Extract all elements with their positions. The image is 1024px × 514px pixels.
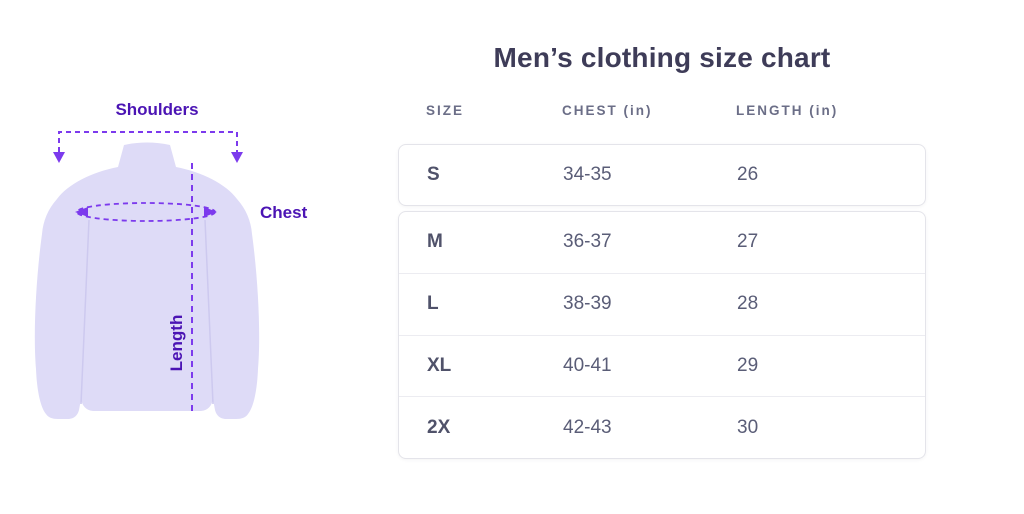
- length-cell: 28: [737, 293, 759, 315]
- chest-arrowhead-right: [204, 207, 217, 217]
- page-title: Men’s clothing size chart: [493, 42, 831, 73]
- table-row: 2X 42-43 30: [399, 396, 925, 458]
- column-header-chest: CHEST (in): [562, 102, 653, 118]
- size-cell: 2X: [427, 416, 451, 438]
- chest-arrowhead-left: [75, 207, 88, 217]
- shirt-illustration: [34, 131, 260, 419]
- chest-cell: 40-41: [563, 354, 612, 376]
- shoulders-arrowhead-right: [231, 152, 243, 163]
- length-label: Length: [167, 314, 186, 372]
- table-row: S 34-35 26: [399, 164, 925, 186]
- shoulders-label: Shoulders: [115, 100, 199, 119]
- column-header-length: LENGTH (in): [736, 102, 839, 118]
- sleeve-seam-left: [80, 219, 90, 405]
- chest-label: Chest: [260, 203, 308, 222]
- size-cell: XL: [427, 354, 452, 376]
- chest-cell: 38-39: [563, 293, 612, 315]
- chest-cell: 42-43: [563, 416, 612, 438]
- size-cell: L: [427, 293, 439, 315]
- chest-cell: 36-37: [563, 231, 612, 253]
- length-cell: 30: [737, 416, 759, 438]
- length-cell: 29: [737, 354, 759, 376]
- chest-cell: 34-35: [563, 164, 612, 185]
- table-row: M 36-37 27: [399, 212, 925, 273]
- shoulders-arrowhead-left: [53, 152, 65, 163]
- column-header-size: SIZE: [426, 102, 465, 118]
- shoulders-dashed-bracket: [58, 131, 238, 152]
- table-row-s-card: S 34-35 26: [398, 144, 926, 206]
- table-row: L 38-39 28: [399, 272, 925, 335]
- length-cell: 26: [737, 164, 759, 185]
- shirt-silhouette: [34, 142, 260, 419]
- table-rows-group-card: M 36-37 27 L 38-39 28 XL 40-41 29 2X 42-…: [398, 211, 926, 459]
- size-cell: M: [427, 231, 443, 253]
- length-cell: 27: [737, 231, 759, 253]
- table-header-row: SIZE CHEST (in) LENGTH (in): [398, 101, 926, 119]
- sleeve-seam-right: [204, 219, 214, 405]
- table-row: XL 40-41 29: [399, 334, 925, 397]
- size-cell: S: [427, 164, 440, 185]
